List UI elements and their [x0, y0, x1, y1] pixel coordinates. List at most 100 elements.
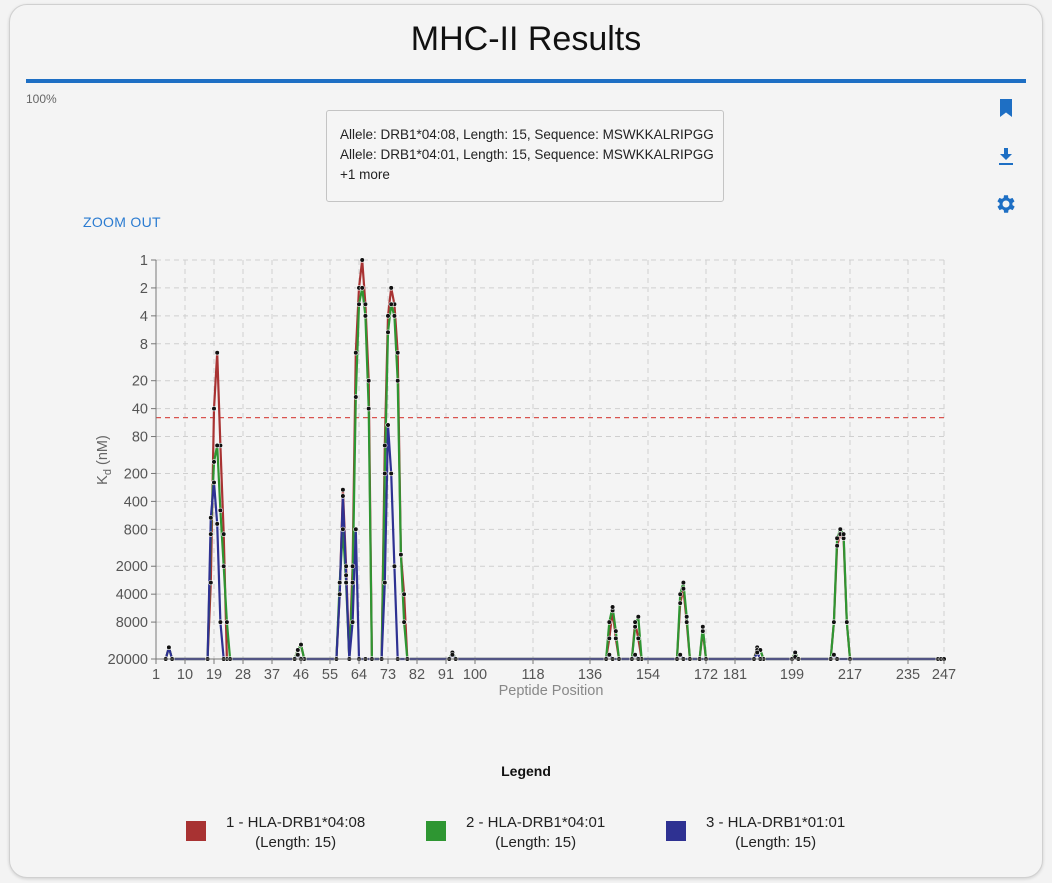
x-tick-label: 64 [351, 667, 367, 683]
legend-swatch [186, 821, 206, 841]
data-point [382, 579, 388, 586]
x-tick-label: 235 [896, 667, 920, 683]
data-point [337, 591, 343, 597]
legend-item-length: (Length: 15) [495, 834, 577, 851]
data-point [834, 543, 840, 549]
x-tick-label: 217 [838, 667, 862, 683]
progress-label: 100% [26, 92, 57, 106]
data-point [609, 604, 616, 610]
data-point [831, 619, 837, 625]
data-point [606, 652, 612, 658]
data-point [391, 563, 398, 569]
data-point [677, 652, 683, 658]
data-point [684, 614, 690, 620]
y-tick-label: 8 [140, 337, 148, 353]
series-line-3 [164, 423, 944, 661]
data-point [395, 350, 401, 356]
data-point [224, 619, 230, 625]
x-axis-label: Peptide Position [499, 683, 604, 699]
data-point [350, 579, 356, 586]
y-tick-label: 2000 [116, 559, 148, 575]
data-point [298, 641, 304, 648]
data-point [388, 285, 394, 291]
data-point [677, 600, 683, 606]
data-point [388, 301, 394, 307]
data-point [214, 350, 220, 356]
series-line-1 [164, 258, 944, 661]
data-point [221, 563, 227, 569]
y-tick-label: 40 [132, 402, 148, 418]
legend-item-1[interactable]: 1 - HLA-DRB1*04:08 (Length: 15) [186, 813, 365, 853]
data-point [362, 301, 369, 307]
data-point [632, 652, 638, 658]
y-tick-label: 2 [140, 281, 148, 297]
data-point [398, 551, 404, 558]
data-point [754, 649, 760, 656]
legend-title: Legend [501, 763, 551, 779]
legend-item-name: 1 - HLA-DRB1*04:08 [226, 814, 366, 831]
y-axis-label: Kd (nM) [95, 435, 114, 485]
data-point [385, 422, 391, 428]
binding-affinity-chart: 1 10 19 28 37 46 55 64 73 82 91 100 118 136 154 172 181 1… [95, 253, 956, 699]
data-point [208, 579, 214, 586]
data-point [677, 591, 683, 597]
data-point [840, 531, 847, 537]
legend-item-3[interactable]: 3 - HLA-DRB1*01:01 (Length: 15) [666, 813, 845, 853]
download-icon[interactable] [994, 144, 1018, 168]
data-point [385, 313, 391, 319]
x-tick-label: 172 [694, 667, 718, 683]
zoom-out-button[interactable]: ZOOM OUT [83, 214, 161, 230]
x-tick-label: 82 [409, 667, 425, 683]
chart-tooltip: Allele: DRB1*04:08, Length: 15, Sequence… [326, 110, 724, 202]
data-point [391, 313, 398, 319]
data-point [401, 619, 407, 625]
legend-item-length: (Length: 15) [735, 834, 817, 851]
legend-swatch [666, 821, 686, 841]
y-tick-label: 8000 [116, 615, 148, 631]
x-tick-label: 73 [380, 667, 396, 683]
data-point [340, 526, 346, 532]
y-tick-label: 4000 [116, 587, 148, 603]
y-tick-label: 200 [124, 466, 148, 482]
data-point [343, 579, 349, 586]
data-point [382, 470, 388, 477]
data-point [211, 479, 217, 486]
data-point [831, 652, 837, 658]
data-point [337, 579, 343, 586]
data-point [214, 442, 220, 449]
data-point [211, 459, 217, 465]
data-point [613, 628, 619, 634]
data-point [208, 515, 214, 521]
y-tick-label: 1 [140, 253, 148, 269]
data-point [343, 572, 349, 578]
y-tick-label: 80 [132, 430, 148, 446]
data-point [350, 563, 356, 569]
data-point [353, 394, 359, 400]
data-point [295, 652, 301, 658]
data-point [366, 378, 372, 384]
data-point [401, 591, 407, 597]
x-tick-label: 37 [264, 667, 280, 683]
legend-item-2[interactable]: 2 - HLA-DRB1*04:01 (Length: 15) [426, 813, 605, 853]
tooltip-line: Allele: DRB1*04:08, Length: 15, Sequence… [340, 127, 714, 142]
x-tick-label: 136 [578, 667, 602, 683]
data-point [214, 521, 220, 527]
data-point [844, 619, 850, 625]
legend-item-name: 3 - HLA-DRB1*01:01 [706, 814, 846, 831]
data-point [700, 628, 706, 634]
data-point [635, 635, 641, 642]
data-point [632, 624, 638, 630]
data-point [353, 526, 359, 532]
data-point [217, 507, 223, 514]
bookmark-icon[interactable] [994, 96, 1018, 120]
legend-swatch [426, 821, 446, 841]
data-point [700, 624, 706, 630]
gear-icon[interactable] [994, 192, 1018, 216]
x-tick-label: 91 [438, 667, 454, 683]
data-point [340, 493, 346, 499]
data-point [837, 526, 843, 532]
data-point [680, 586, 687, 592]
x-tick-label: 247 [932, 667, 956, 683]
x-tick-label: 19 [206, 667, 222, 683]
progress-bar [26, 79, 1026, 83]
